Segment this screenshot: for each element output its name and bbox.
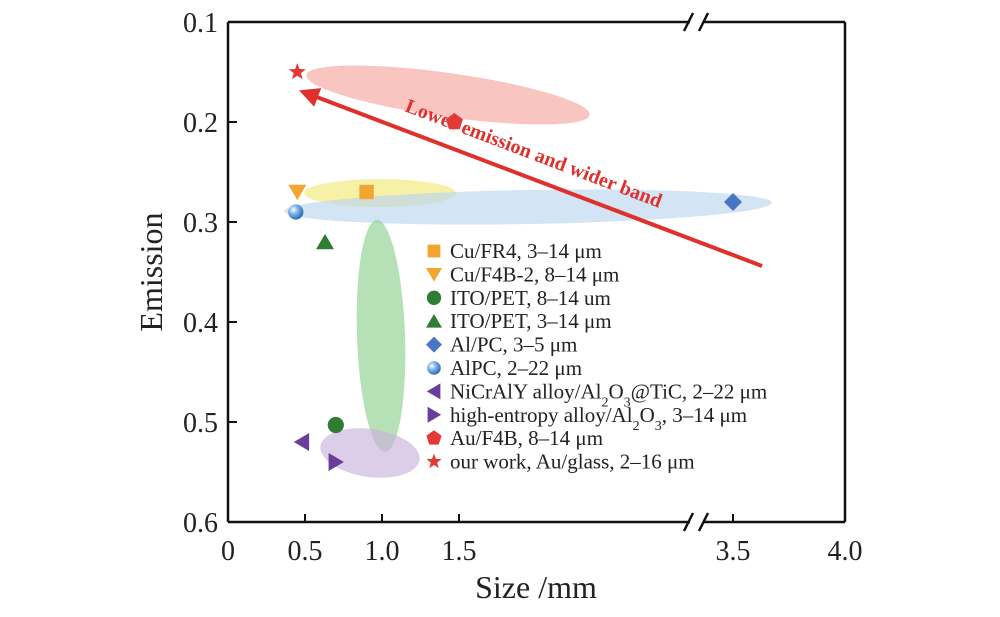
x-tick-label: 1.5 [442,536,477,567]
legend-marker [427,244,441,258]
data-point [288,184,307,201]
legend-label: our work, Au/glass, 2–16 μm [450,450,695,474]
data-point [359,184,374,200]
legend-label: ITO/PET, 8–14 um [450,286,611,310]
legend-label: high-entropy alloy/Al2O3, 3–14 μm [450,403,747,434]
legend-marker [426,336,442,353]
legend-marker [426,290,442,305]
data-point [724,193,742,211]
y-tick-label: 0.4 [183,308,218,339]
legend-label: Cu/FR4, 3–14 μm [450,239,602,263]
y-ticks: 0.1 0.2 0.3 0.4 0.5 0.6 [183,8,237,539]
legend-marker [426,430,442,445]
y-tick-label: 0.5 [183,408,218,439]
y-axis-title: Emission [133,212,169,331]
x-tick-label: 3.5 [716,536,751,567]
legend-marker [426,453,442,469]
y-tick-label: 0.3 [183,208,218,239]
legend-label: Al/PC, 3–5 μm [450,333,577,357]
legend-label: NiCrAlY alloy/Al2O3@TiC, 2–22 μm [450,379,767,410]
purple-region [320,428,420,478]
data-point [288,63,306,80]
data-point [328,453,344,471]
x-tick-label: 4.0 [828,536,863,567]
trend-arrow [299,88,763,268]
legend-label: Cu/F4B-2, 8–14 μm [450,262,619,286]
data-point [288,204,304,220]
legend-marker [426,268,442,282]
y-tick-label: 0.2 [183,108,218,139]
x-ticks: 0 0.5 1.0 1.5 3.5 4.0 [221,514,863,567]
blue-region [284,189,772,225]
data-point [316,233,335,250]
green-region [356,220,406,452]
data-point [327,416,344,434]
y-tick-label: 0.6 [183,508,218,539]
x-tick-label: 0.5 [288,536,323,567]
legend-marker [427,406,442,423]
x-tick-label: 1.0 [365,536,400,567]
legend-marker [426,383,441,400]
y-tick-label: 0.1 [183,8,218,39]
legend-marker [427,361,441,375]
legend-label: Au/F4B, 8–14 μm [450,426,603,450]
data-point [445,113,463,130]
axes: 0 0.5 1.0 1.5 3.5 4.0 0.1 0.2 0.3 0.4 0.5 0.6 [183,8,863,567]
data-point [293,433,310,451]
x-axis-title: Size /mm [475,569,597,605]
legend-marker [426,314,442,328]
x-tick-label: 0 [221,536,235,567]
red-region [306,65,590,125]
highlight-regions [284,65,772,478]
axis-break-bottom [682,512,710,532]
data-points [288,63,742,471]
legend-label: ITO/PET, 3–14 μm [450,309,612,333]
legend-label: AlPC, 2–22 μm [450,356,582,380]
axis-break-top [682,12,710,32]
